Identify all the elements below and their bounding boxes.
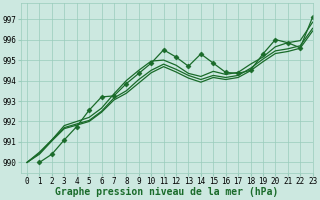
X-axis label: Graphe pression niveau de la mer (hPa): Graphe pression niveau de la mer (hPa) [55, 187, 278, 197]
